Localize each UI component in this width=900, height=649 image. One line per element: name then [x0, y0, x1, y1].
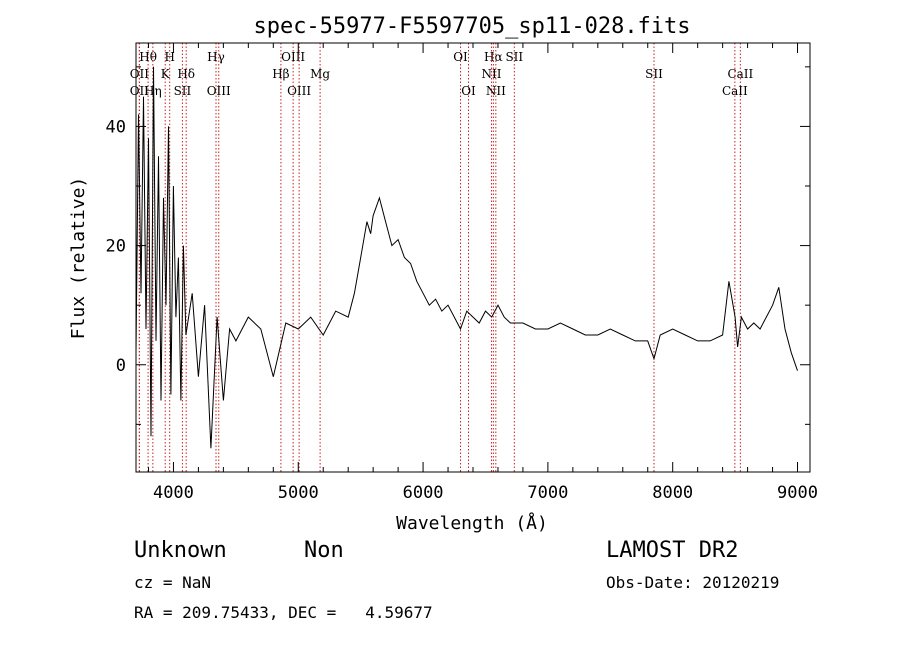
y-tick-label-2: 40 — [106, 117, 126, 137]
line-label-20: OI — [461, 84, 476, 98]
axis-ticks-layer: 4000 5000 6000 7000 8000 9000 0 20 40 — [106, 43, 818, 503]
line-label-18: OIII — [207, 84, 231, 98]
x-tick-label-0: 4000 — [153, 483, 194, 503]
x-tick-label-5: 9000 — [777, 483, 818, 503]
plot-frame — [135, 42, 811, 473]
chart-title: spec-55977-F5597705_sp11-028.fits — [253, 14, 690, 39]
line-label-7: OII — [130, 67, 150, 81]
line-label-1: H — [164, 50, 174, 64]
line-label-2: Hγ — [207, 50, 225, 64]
x-tick-label-3: 7000 — [527, 483, 568, 503]
obs-date-text: Obs-Date: 20120219 — [606, 573, 780, 592]
line-label-19: OIII — [287, 84, 311, 98]
x-axis-label: Wavelength (Å) — [396, 512, 548, 534]
redshift-text: cz = NaN — [134, 573, 212, 592]
line-label-9: Hδ — [177, 67, 195, 81]
line-label-17: SII — [174, 84, 192, 98]
line-label-4: OI — [453, 50, 468, 64]
y-tick-label-0: 0 — [116, 356, 126, 376]
line-label-6: SII — [505, 50, 523, 64]
coordinates-text: RA = 209.75433, DEC = 4.59677 — [134, 603, 433, 622]
line-label-11: Mg — [310, 67, 330, 81]
line-label-8: K — [161, 67, 171, 81]
line-label-21: NII — [486, 84, 506, 98]
spectrum-series-line — [135, 66, 798, 449]
x-tick-label-2: 6000 — [403, 483, 444, 503]
y-axis-label: Flux (relative) — [68, 177, 89, 340]
line-label-22: CaII — [722, 84, 748, 98]
line-label-14: CaII — [727, 67, 753, 81]
subclass-text: Non — [304, 538, 344, 563]
classification-text: Unknown — [134, 538, 227, 563]
line-label-3: OIII — [281, 50, 305, 64]
line-label-12: NII — [481, 67, 501, 81]
x-tick-label-4: 8000 — [652, 483, 693, 503]
x-tick-label-1: 5000 — [278, 483, 319, 503]
line-label-10: Hβ — [272, 67, 289, 81]
survey-text: LAMOST DR2 — [606, 538, 739, 563]
line-label-5: Hα — [484, 50, 503, 64]
y-tick-label-1: 20 — [106, 237, 126, 257]
line-label-15: OII — [130, 84, 150, 98]
line-label-0: Hθ — [139, 50, 157, 64]
line-label-13: SII — [645, 67, 663, 81]
